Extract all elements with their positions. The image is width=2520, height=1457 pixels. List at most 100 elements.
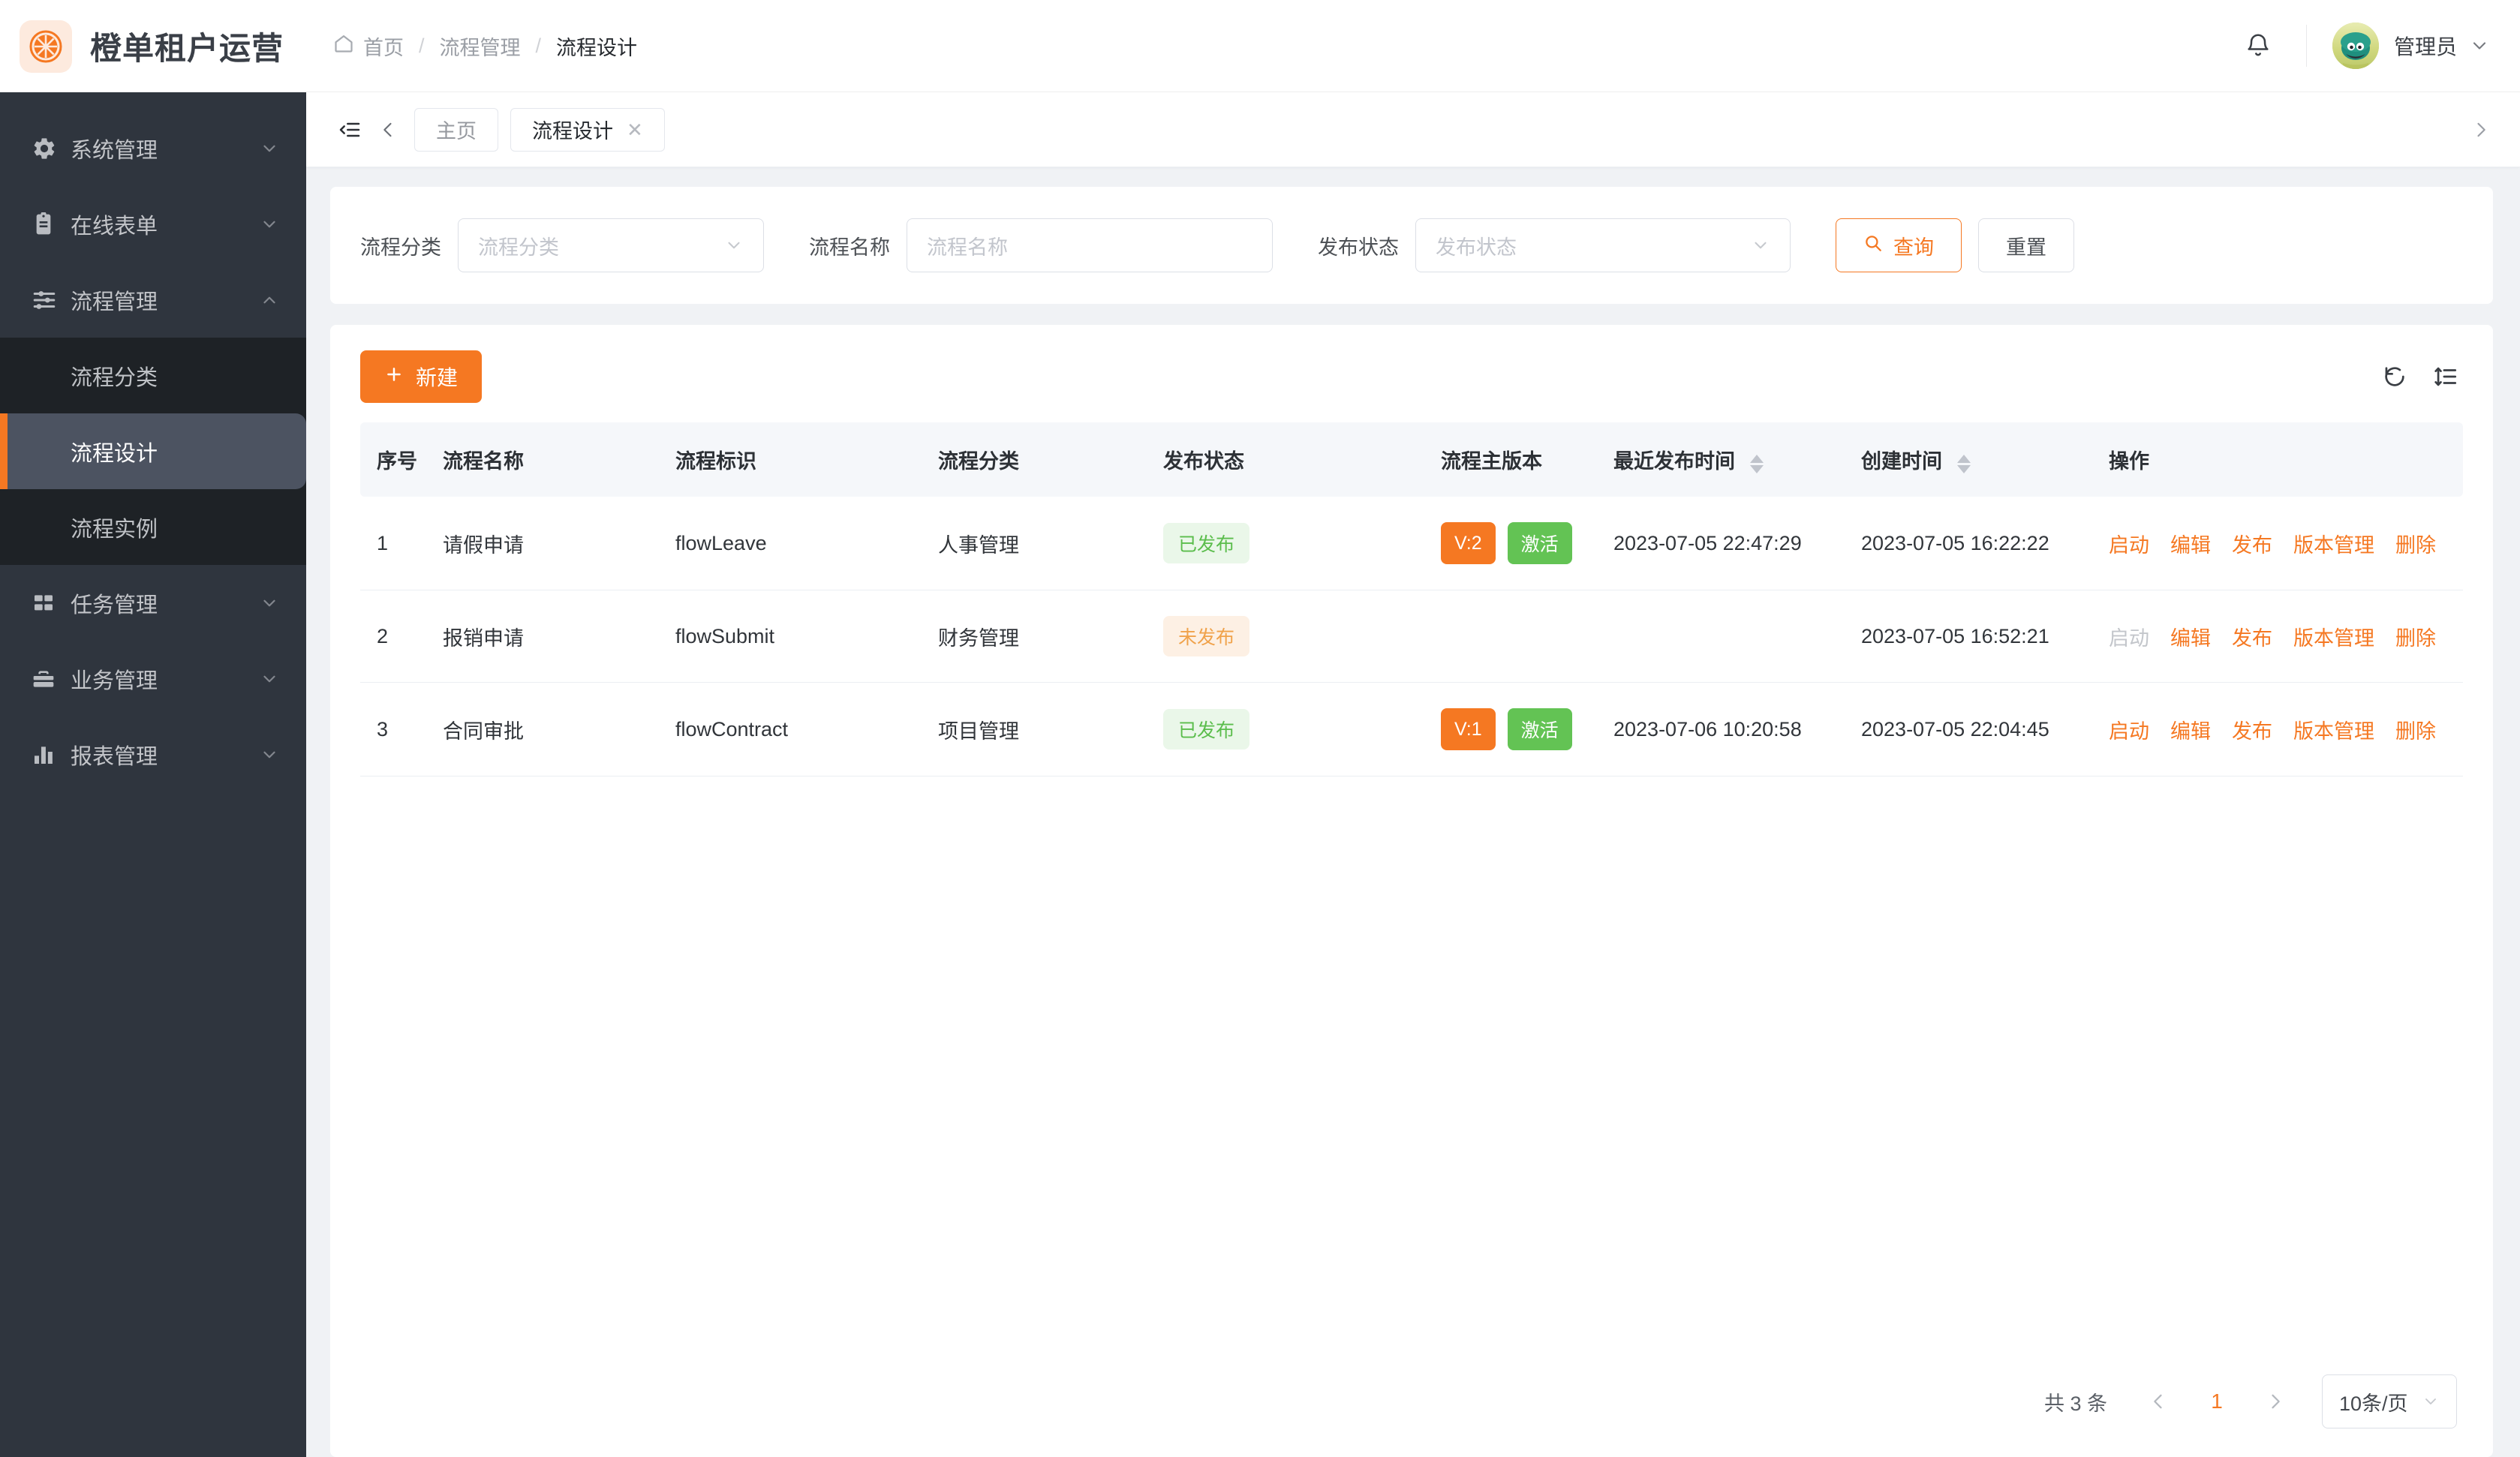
filter-label-category: 流程分类 (360, 236, 441, 259)
name-input[interactable]: 流程名称 (907, 218, 1273, 272)
page-size-select[interactable]: 10条/页 (2322, 1374, 2457, 1428)
op-delete[interactable]: 删除 (2395, 626, 2436, 650)
row-density-icon[interactable] (2433, 364, 2458, 389)
avatar[interactable] (2332, 23, 2379, 69)
activation-badge: 激活 (1507, 708, 1572, 750)
name-input-placeholder: 流程名称 (927, 236, 1008, 259)
cell-identifier: flowContract (675, 682, 938, 777)
op-publish[interactable]: 发布 (2232, 719, 2272, 743)
op-delete[interactable]: 删除 (2395, 719, 2436, 743)
tab-home[interactable]: 主页 (414, 107, 498, 152)
status-badge: 未发布 (1163, 616, 1250, 656)
sidebar-item-process-design[interactable]: 流程设计 (0, 413, 306, 489)
bell-icon[interactable] (2236, 23, 2281, 68)
sidebar-item-process-instance[interactable]: 流程实例 (0, 489, 306, 565)
sidebar-item-label: 报表管理 (71, 744, 158, 769)
search-button[interactable]: 查询 (1836, 218, 1962, 272)
op-publish[interactable]: 发布 (2232, 533, 2272, 557)
sidebar-item-task-management[interactable]: 任务管理 (0, 565, 306, 641)
plus-icon (384, 365, 404, 389)
process-table: 序号 流程名称 流程标识 流程分类 发布状态 流程主版本 最近发布时间 (360, 422, 2463, 777)
tab-label: 流程设计 (532, 120, 613, 143)
op-edit[interactable]: 编辑 (2170, 533, 2211, 557)
table-row[interactable]: 3 合同审批 flowContract 项目管理 已发布 V:1 激活 (360, 682, 2463, 777)
grid-icon (32, 591, 71, 615)
table-tool-icons (2382, 364, 2463, 389)
cell-status: 未发布 (1163, 590, 1441, 683)
filter-field-category: 流程分类 流程分类 (360, 218, 764, 272)
cell-name: 报销申请 (443, 590, 675, 683)
chevron-right-icon[interactable] (2470, 119, 2497, 140)
sort-icon[interactable] (1956, 455, 1971, 474)
table-row[interactable]: 2 报销申请 flowSubmit 财务管理 未发布 2023-07-05 16… (360, 590, 2463, 683)
status-badge: 已发布 (1163, 709, 1250, 750)
search-button-label: 查询 (1893, 236, 1934, 259)
chevron-down-icon[interactable] (2469, 35, 2490, 56)
table-row[interactable]: 1 请假申请 flowLeave 人事管理 已发布 V:2 激活 (360, 497, 2463, 590)
collapse-menu-icon[interactable] (330, 118, 369, 142)
sidebar-item-label: 业务管理 (71, 668, 158, 693)
divider (2305, 25, 2307, 67)
username[interactable]: 管理员 (2393, 35, 2457, 59)
sidebar-subitem-label: 流程设计 (71, 441, 158, 466)
sliders-icon (32, 287, 71, 313)
op-version-management[interactable]: 版本管理 (2293, 533, 2374, 557)
sort-icon[interactable] (1749, 455, 1764, 474)
op-publish[interactable]: 发布 (2232, 626, 2272, 650)
sidebar-item-online-forms[interactable]: 在线表单 (0, 186, 306, 262)
new-button[interactable]: 新建 (360, 350, 483, 403)
status-select[interactable]: 发布状态 (1415, 218, 1791, 272)
op-start[interactable]: 启动 (2109, 719, 2149, 743)
cell-version: V:1 激活 (1441, 682, 1613, 777)
sidebar-subitem-label: 流程分类 (71, 365, 158, 390)
filter-field-name: 流程名称 流程名称 (809, 218, 1273, 272)
op-version-management[interactable]: 版本管理 (2293, 719, 2374, 743)
sidebar-item-process-category[interactable]: 流程分类 (0, 338, 306, 413)
cell-created-at: 2023-07-05 22:04:45 (1861, 682, 2109, 777)
brand-title: 橙单租户运营 (90, 31, 284, 66)
sidebar-item-system-management[interactable]: 系统管理 (0, 110, 306, 186)
sidebar: 橙单租户运营 系统管理 (0, 0, 306, 1457)
op-edit[interactable]: 编辑 (2170, 626, 2211, 650)
chevron-left-icon[interactable] (2137, 1380, 2179, 1422)
breadcrumb-item-home[interactable]: 首页 (363, 36, 404, 59)
sidebar-submenu-process-management: 流程分类 流程设计 流程实例 (0, 338, 306, 565)
category-select[interactable]: 流程分类 (458, 218, 764, 272)
cell-identifier: flowLeave (675, 497, 938, 590)
op-version-management[interactable]: 版本管理 (2293, 626, 2374, 650)
brand[interactable]: 橙单租户运营 (0, 0, 306, 92)
main-area: 首页 / 流程管理 / 流程设计 (306, 0, 2520, 1457)
refresh-icon[interactable] (2382, 364, 2407, 389)
sidebar-item-business-management[interactable]: 业务管理 (0, 641, 306, 716)
page-size-value: 10条/页 (2339, 1392, 2408, 1415)
pagination: 共 3 条 1 10条/页 (360, 1349, 2463, 1457)
cell-published-at: 2023-07-05 22:47:29 (1613, 497, 1861, 590)
column-header-published-at[interactable]: 最近发布时间 (1613, 422, 1861, 497)
column-header-created-at[interactable]: 创建时间 (1861, 422, 2109, 497)
pagination-page-1[interactable]: 1 (2211, 1389, 2223, 1413)
op-delete[interactable]: 删除 (2395, 533, 2436, 557)
column-header-status: 发布状态 (1163, 422, 1441, 497)
reset-button[interactable]: 重置 (1978, 218, 2074, 272)
breadcrumb-item-process-management[interactable]: 流程管理 (439, 36, 521, 59)
cell-created-at: 2023-07-05 16:52:21 (1861, 590, 2109, 683)
filter-panel: 流程分类 流程分类 流程名称 流程名称 发布状态 (330, 187, 2493, 304)
breadcrumb-home[interactable]: 首页 (333, 32, 404, 61)
close-icon[interactable]: ✕ (627, 118, 643, 141)
orange-slice-icon (20, 20, 72, 73)
cell-published-at (1613, 590, 1861, 683)
chevron-right-icon[interactable] (2254, 1380, 2296, 1422)
filter-label-status: 发布状态 (1318, 236, 1399, 259)
cell-ops: 启动 编辑 发布 版本管理 删除 (2109, 590, 2463, 683)
table-body: 1 请假申请 flowLeave 人事管理 已发布 V:2 激活 (360, 497, 2463, 777)
op-start[interactable]: 启动 (2109, 533, 2149, 557)
cell-ops: 启动 编辑 发布 版本管理 删除 (2109, 497, 2463, 590)
sidebar-item-report-management[interactable]: 报表管理 (0, 716, 306, 792)
op-edit[interactable]: 编辑 (2170, 719, 2211, 743)
chevron-left-icon[interactable] (369, 119, 407, 140)
sidebar-item-process-management[interactable]: 流程管理 (0, 262, 306, 338)
tab-bar: 主页 流程设计 ✕ (306, 92, 2520, 167)
op-start: 启动 (2109, 626, 2149, 650)
tab-process-design[interactable]: 流程设计 ✕ (510, 107, 665, 152)
